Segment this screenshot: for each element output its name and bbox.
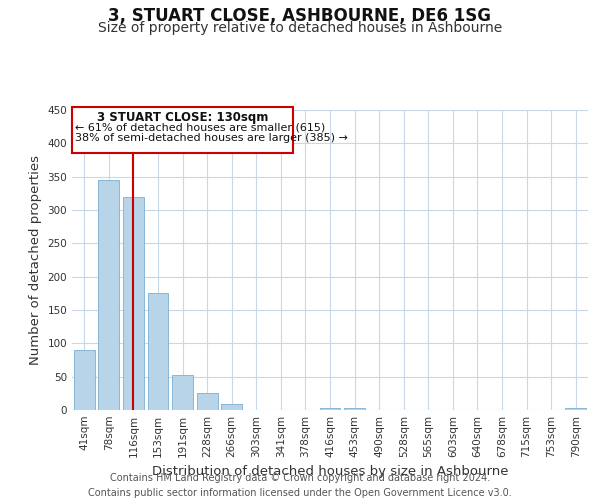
Y-axis label: Number of detached properties: Number of detached properties	[29, 155, 42, 365]
FancyBboxPatch shape	[73, 106, 293, 154]
Text: 38% of semi-detached houses are larger (385) →: 38% of semi-detached houses are larger (…	[75, 132, 348, 142]
Bar	[148, 294, 169, 410]
Text: 3, STUART CLOSE, ASHBOURNE, DE6 1SG: 3, STUART CLOSE, ASHBOURNE, DE6 1SG	[109, 8, 491, 26]
Bar	[197, 394, 218, 410]
Text: ← 61% of detached houses are smaller (615): ← 61% of detached houses are smaller (61…	[75, 122, 325, 132]
Bar	[123, 196, 144, 410]
Bar	[565, 408, 586, 410]
Text: Contains HM Land Registry data © Crown copyright and database right 2024.
Contai: Contains HM Land Registry data © Crown c…	[88, 472, 512, 498]
Bar	[74, 350, 95, 410]
Bar	[98, 180, 119, 410]
Bar	[344, 408, 365, 410]
Bar	[172, 374, 193, 410]
Text: Size of property relative to detached houses in Ashbourne: Size of property relative to detached ho…	[98, 21, 502, 35]
Bar	[320, 408, 340, 410]
Bar	[221, 404, 242, 410]
X-axis label: Distribution of detached houses by size in Ashbourne: Distribution of detached houses by size …	[152, 466, 508, 478]
Text: 3 STUART CLOSE: 130sqm: 3 STUART CLOSE: 130sqm	[97, 112, 269, 124]
